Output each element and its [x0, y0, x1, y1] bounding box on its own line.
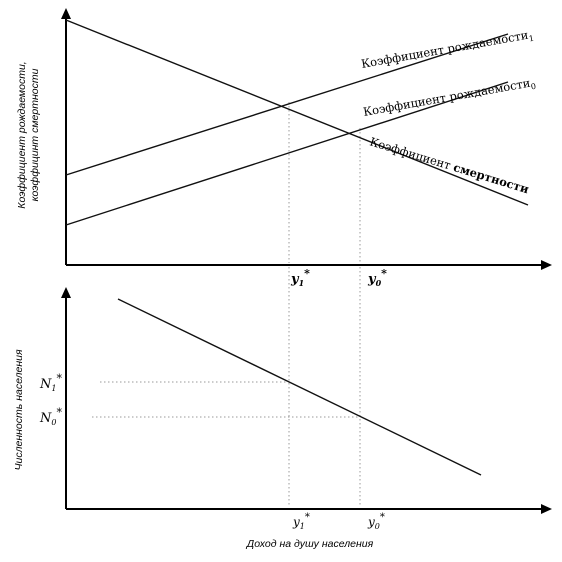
death-rate-line: [65, 19, 529, 206]
death-rate-label: Коэффициент смертности: [368, 134, 531, 196]
population-line: [117, 298, 482, 476]
birth-rate-1-label: Коэффициент рождаемости1: [360, 27, 535, 73]
top-x-tick-y1: y1*: [290, 267, 310, 288]
top-x-tick-y0: y0*: [367, 267, 387, 288]
top-panel: Коэффициент рождаемости, коэффицинт смер…: [16, 8, 552, 288]
top-y-axis-label-line1: Коэффициент рождаемости,: [16, 61, 28, 208]
bottom-y-axis-label: Численность населения: [13, 349, 25, 470]
bottom-x-axis-arrow: [541, 504, 552, 514]
bottom-y-axis-arrow: [61, 287, 71, 298]
top-y-axis-arrow: [61, 8, 71, 19]
bottom-x-axis-label: Доход на душу населения: [246, 538, 374, 550]
bottom-y-tick-n1: N1*: [39, 372, 62, 393]
bottom-x-tick-y0: y0*: [367, 512, 385, 531]
top-x-axis-arrow: [541, 260, 552, 270]
top-y-axis-label-line2: коэффицинт смертности: [29, 68, 41, 201]
bottom-x-tick-y1: y1*: [292, 512, 310, 531]
birth-rate-0-line: [65, 81, 509, 226]
bottom-y-tick-n0: N0*: [39, 406, 62, 427]
birth-rate-1-line: [65, 33, 509, 176]
bottom-panel: Численность населения N1* N0* y1* y0* До…: [13, 267, 552, 550]
birth-rate-0-label: Коэффициент рождаемости0: [362, 75, 537, 121]
